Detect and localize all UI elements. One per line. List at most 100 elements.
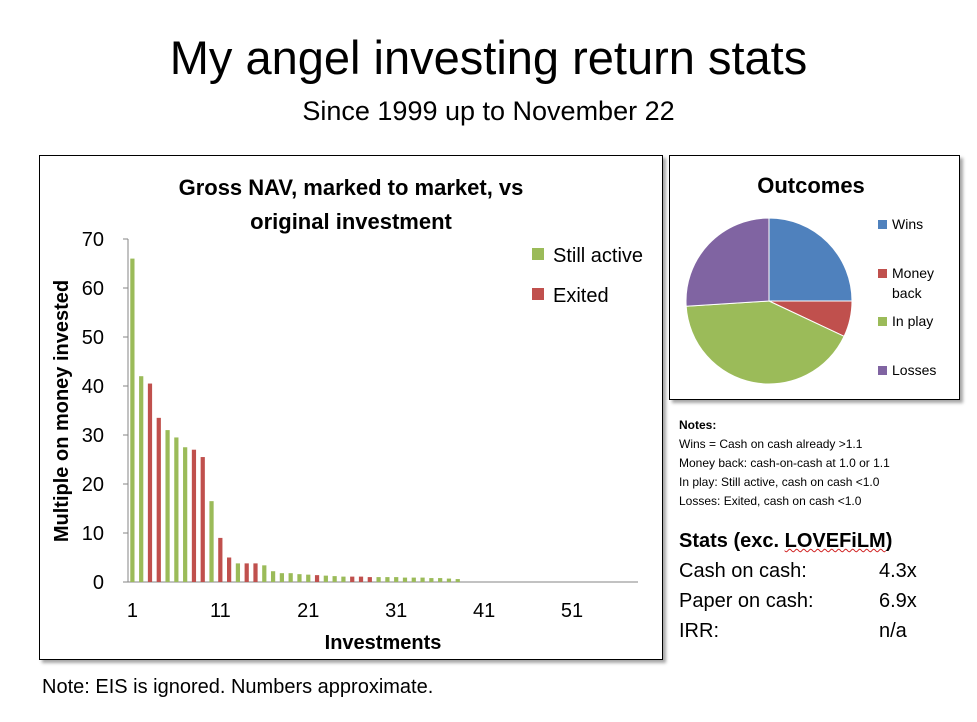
pie-slice [685,300,845,385]
bar [367,577,372,582]
pie-legend-swatch [878,269,887,278]
notes-line: Wins = Cash on cash already >1.1 [679,437,863,451]
bar [376,577,381,582]
bar [341,576,346,582]
legend-swatch [532,288,544,300]
bar [297,574,302,582]
pie-legend-swatch [878,220,887,229]
y-tick-label: 70 [82,229,104,251]
stats-row-cash-on-cash: Cash on cash: 4.3x [679,556,939,586]
stats-label: Paper on cash: [679,590,814,612]
pie-legend-label: Money [892,265,934,281]
bar [402,577,408,582]
pie-slice [685,217,770,307]
stats-row-irr: IRR: n/a [679,616,939,646]
bar [139,376,144,582]
bar [306,574,311,582]
pie-legend-label: Wins [892,216,923,232]
bar [279,573,284,582]
bar [270,571,276,582]
notes-line: Money back: cash-on-cash at 1.0 or 1.1 [679,456,890,470]
stats-value: 6.9x [879,590,917,612]
bar [438,578,443,582]
y-tick-label: 50 [82,327,104,349]
bar [244,563,249,582]
legend-label: Exited [553,285,609,307]
bar [358,576,364,582]
notes-panel: Notes: Wins = Cash on cash already >1.1 … [679,416,890,511]
bar [200,457,205,582]
y-axis-label: Multiple on money invested [51,280,73,542]
stats-header-brand: LOVEFiLM [784,530,886,552]
bar [235,563,241,582]
bar [156,417,161,582]
pie-slice [768,217,853,302]
y-tick-label: 40 [82,376,104,398]
bar-chart-panel: Gross NAV, marked to market, vs original … [39,155,663,660]
y-tick-label: 0 [93,572,104,594]
notes-header: Notes: [679,418,717,432]
pie-chart: Outcomes Wins Money back In play Losses [685,173,936,385]
bar [420,577,425,582]
legend-label: Still active [553,245,643,267]
stats-label: IRR: [679,620,719,642]
chart-title-line: original investment [250,209,452,234]
x-tick-label: 21 [297,600,319,622]
pie-legend-swatch [878,317,887,326]
bar [218,537,223,582]
bar [209,501,214,582]
bar [191,449,197,582]
bar [394,577,399,582]
notes-line: In play: Still active, cash on cash <1.0 [679,475,880,489]
stats-row-paper-on-cash: Paper on cash: 6.9x [679,586,939,616]
bar [429,578,434,582]
bar [130,258,135,582]
x-tick-label: 11 [210,600,231,622]
footnote: Note: EIS is ignored. Numbers approximat… [42,676,434,698]
page-title: My angel investing return stats [169,31,808,84]
bar [227,557,232,582]
bar [455,579,460,582]
y-tick-label: 60 [82,278,104,300]
y-tick-label: 10 [82,523,104,545]
stats-label: Cash on cash: [679,560,807,582]
stats-value: 4.3x [879,560,917,582]
stats-header-suffix: ) [885,530,893,552]
pie-legend-swatch [878,366,887,375]
y-tick-label: 30 [82,425,104,447]
chart-title-line: Gross NAV, marked to market, vs [179,175,524,200]
stats-panel: Stats (exc. LOVEFiLM) Cash on cash: 4.3x… [679,526,939,646]
bar [165,430,170,582]
bar [350,576,355,582]
stats-header: Stats (exc. LOVEFiLM) [679,526,939,556]
page-subtitle: Since 1999 up to November 22 [302,96,675,126]
bar [411,577,416,582]
bar [253,563,258,582]
pie-chart-panel: Outcomes Wins Money back In play Losses [669,155,960,400]
bar [385,577,390,582]
bar [288,573,293,582]
notes-line: Losses: Exited, cash on cash <1.0 [679,494,862,508]
stats-value: n/a [879,620,907,642]
y-tick-label: 20 [82,474,104,496]
bar [332,576,337,582]
bar [262,565,267,582]
pie-legend-label: Losses [892,362,936,378]
bar [446,578,452,582]
pie-legend-label: In play [892,313,933,329]
bar [314,575,320,582]
x-tick-label: 1 [127,600,138,622]
legend-swatch [532,248,544,260]
pie-legend-label: back [892,285,923,301]
bar [183,447,188,582]
bar [147,383,153,582]
x-tick-label: 31 [385,600,407,622]
bar-chart: Gross NAV, marked to market, vs original … [51,175,643,654]
x-tick-label: 51 [561,600,583,622]
x-tick-label: 41 [473,600,495,622]
x-axis-label: Investments [325,632,442,654]
pie-title: Outcomes [757,173,865,198]
bar [174,437,179,582]
stats-header-prefix: Stats (exc. [679,530,785,552]
bar [323,575,328,582]
